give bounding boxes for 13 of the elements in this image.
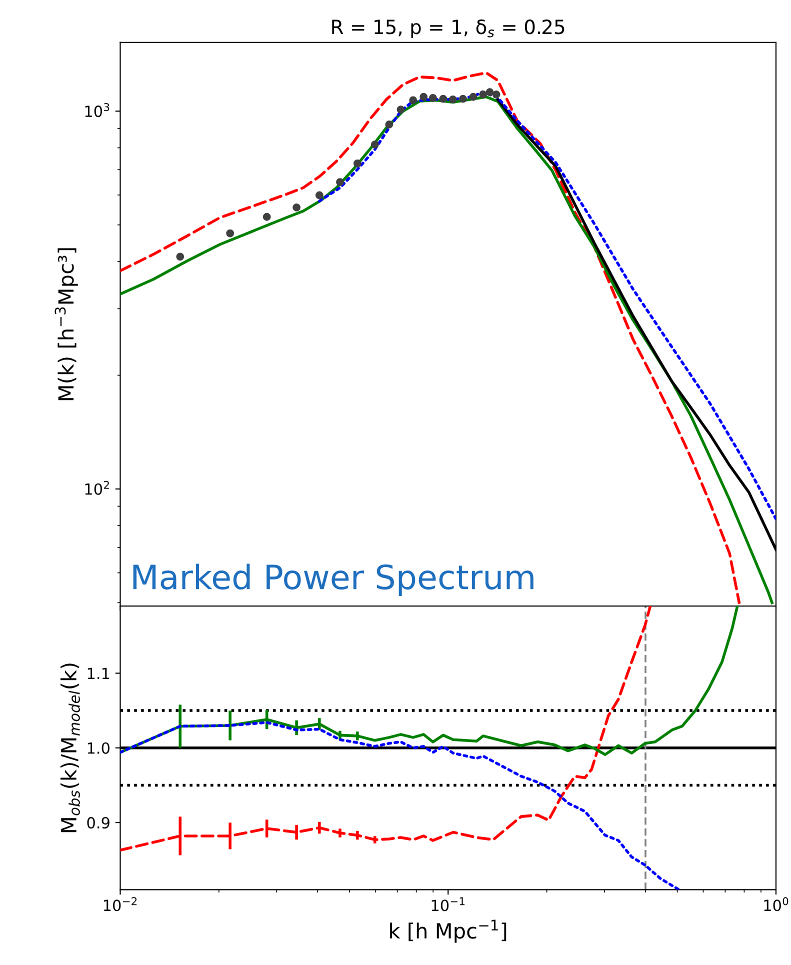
y-axis-title: M$_{obs}$(k)/M$_{model}$(k) bbox=[60, 664, 80, 832]
y-tick-label: 0.9 bbox=[87, 817, 110, 829]
y-tick-label: 1.0 bbox=[88, 742, 110, 754]
annotation: Marked Power Spectrum bbox=[133, 564, 534, 596]
y-tick-label: 10$^{2}$ bbox=[85, 480, 109, 495]
chart-title: R = 15, p = 1, δ$_{s}$ = 0.25 bbox=[332, 20, 564, 38]
x-axis-title: k [h Mpc$^{−1}$] bbox=[390, 920, 506, 943]
x-tick-label: 10$^{0}$ bbox=[764, 897, 788, 912]
y-tick-label: 1.1 bbox=[88, 668, 110, 680]
x-tick-label: 10$^{−2}$ bbox=[104, 897, 137, 912]
y-tick-label: 10$^{3}$ bbox=[85, 103, 110, 118]
x-tick-label: 10$^{−1}$ bbox=[432, 897, 465, 912]
y-axis-title: M(k) [h$^{−3}$Mpc³] bbox=[54, 248, 78, 400]
